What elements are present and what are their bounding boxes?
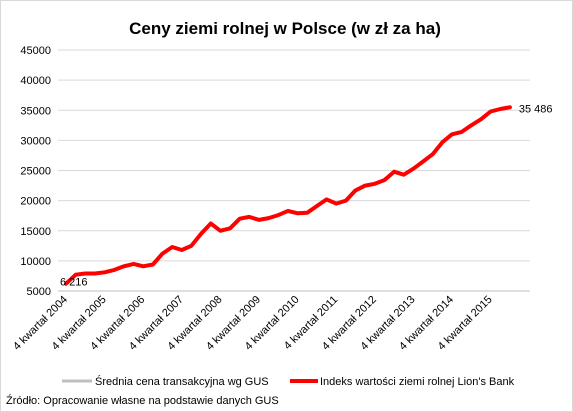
data-label-last: 35 486	[519, 103, 553, 115]
data-label-first: 6 216	[60, 277, 88, 289]
y-tick-label: 45000	[20, 45, 51, 57]
y-tick-label: 10000	[20, 256, 51, 268]
gridlines	[58, 49, 530, 262]
y-tick-label: 5000	[27, 286, 51, 298]
y-tick-label: 15000	[20, 226, 51, 238]
y-tick-label: 30000	[20, 135, 51, 147]
chart-title: Ceny ziemi rolnej w Polsce (w zł za ha)	[129, 19, 441, 38]
legend-label-gus: Średnia cena transakcyjna wg GUS	[95, 375, 269, 388]
series-line-1	[64, 105, 512, 286]
y-tick-label: 25000	[20, 166, 51, 178]
y-tick-label: 40000	[20, 75, 51, 87]
y-tick-label: 35000	[20, 105, 51, 117]
legend: Średnia cena transakcyjna wg GUS Indeks …	[62, 375, 515, 388]
y-tick-label: 20000	[20, 196, 51, 208]
legend-label-lions-bank: Indeks wartości ziemi rolnej Lion's Bank	[320, 376, 515, 388]
series-lines	[64, 105, 512, 286]
data-labels: 6 216 35 486	[60, 103, 553, 288]
source-note: Źródło: Opracowanie własne na podstawie …	[6, 394, 279, 407]
y-axis-ticks: 5000 10000 15000 20000 25000 30000 35000 40000 4…	[20, 45, 51, 298]
